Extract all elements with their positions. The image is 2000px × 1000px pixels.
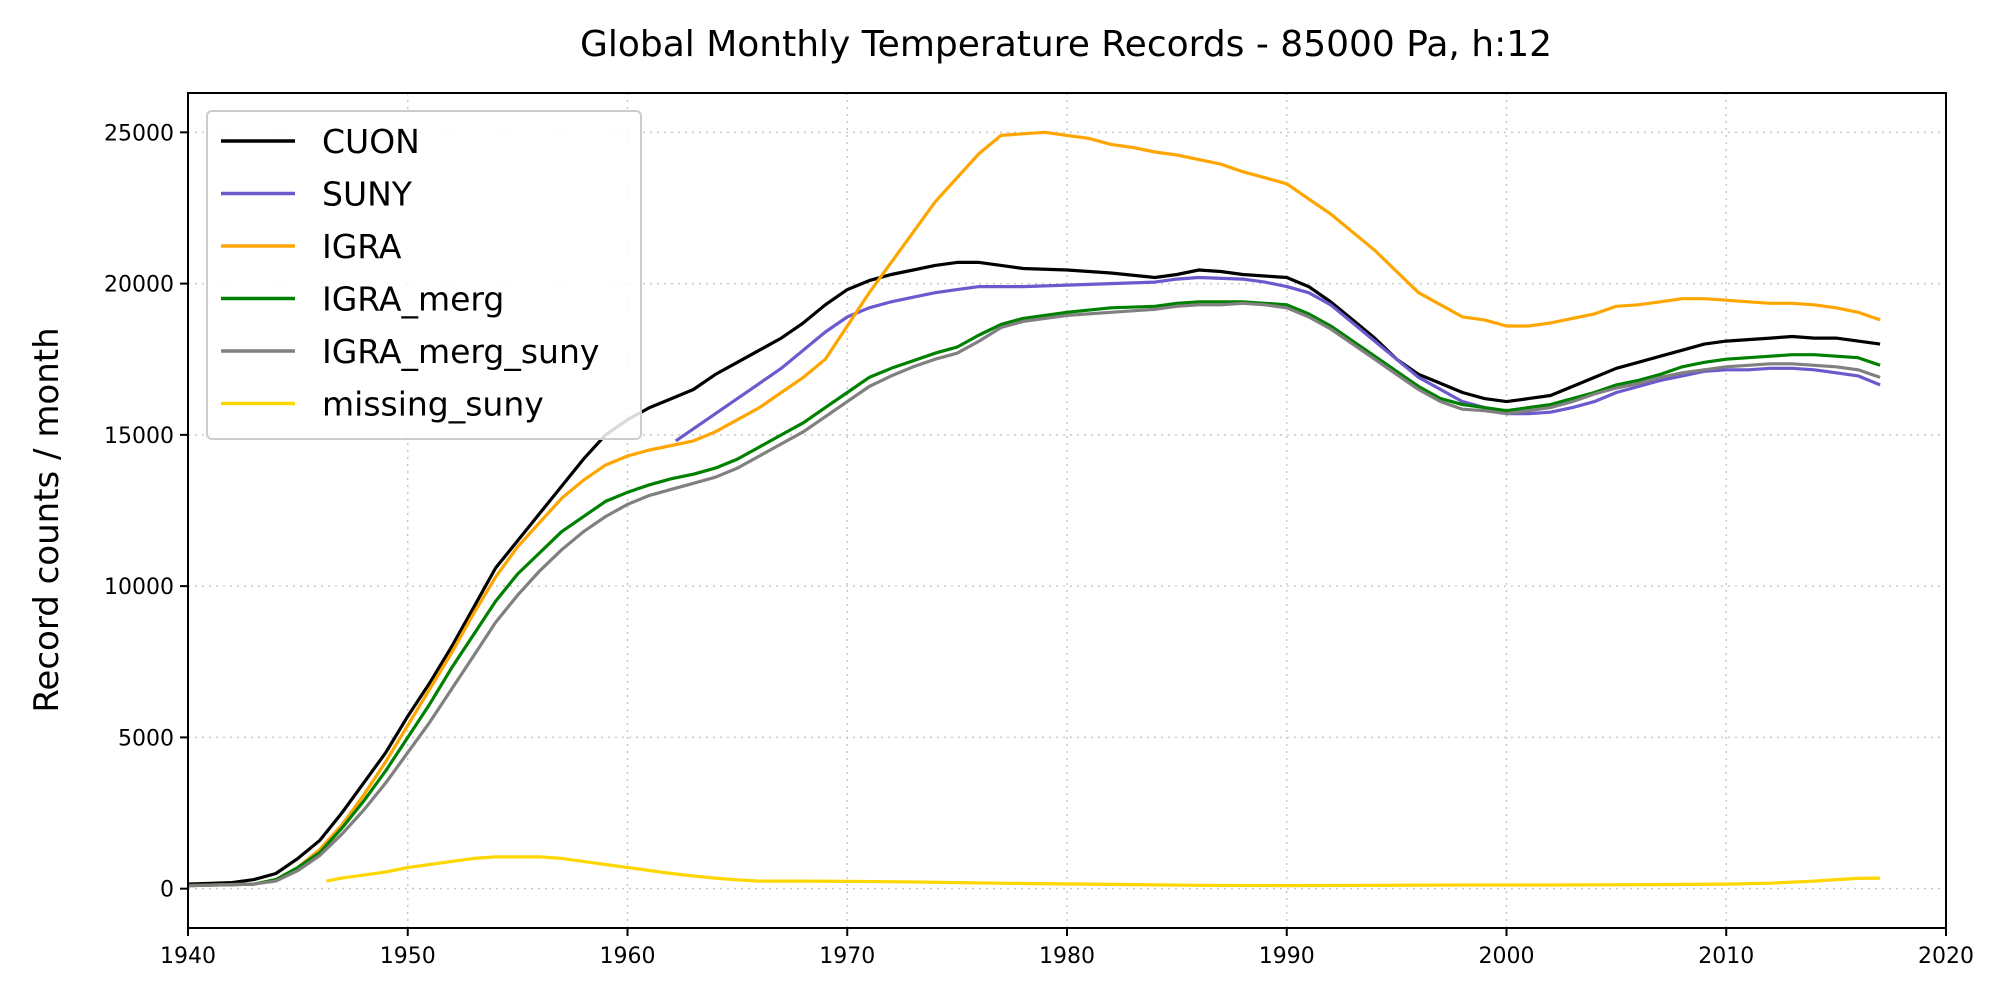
- legend-label: CUON: [322, 122, 420, 161]
- x-tick-label: 2020: [1918, 944, 1974, 969]
- y-tick-label: 0: [160, 878, 174, 903]
- series-line-igra-merg-suny: [187, 301, 1881, 888]
- x-tick-label: 1970: [819, 944, 875, 969]
- y-tick-label: 10000: [104, 575, 174, 600]
- series-line-suny: [674, 275, 1881, 443]
- legend: CUON SUNY IGRA IGRA_merg IGRA_merg_sunymissi…: [206, 110, 642, 440]
- tick-layer: 1940 1950 1960 1970 1980 1990 2000 2010 2020 0 500…: [104, 121, 1974, 969]
- y-tick-label: 15000: [104, 424, 174, 449]
- legend-label: IGRA_merg_suny: [322, 332, 599, 371]
- y-tick-label: 20000: [104, 273, 174, 298]
- legend-label: IGRA_merg: [322, 280, 504, 319]
- legend-box: [206, 110, 642, 440]
- series-line-igra-merg: [187, 300, 1881, 888]
- x-tick-label: 1940: [160, 944, 216, 969]
- series-line-cuon: [187, 260, 1881, 886]
- chart-title: Global Monthly Temperature Records - 850…: [580, 24, 1552, 65]
- x-tick-label: 2000: [1479, 944, 1535, 969]
- legend-label: SUNY: [322, 175, 413, 214]
- y-tick-label: 25000: [104, 121, 174, 146]
- series-layer: [187, 130, 1881, 888]
- x-tick-label: 1980: [1039, 944, 1095, 969]
- legend-label: IGRA: [322, 227, 402, 266]
- y-axis-label: Record counts / month: [27, 327, 67, 712]
- x-tick-label: 2010: [1698, 944, 1754, 969]
- x-tick-label: 1960: [600, 944, 656, 969]
- x-tick-label: 1950: [380, 944, 436, 969]
- series-line-igra: [187, 130, 1881, 888]
- x-tick-label: 1990: [1259, 944, 1315, 969]
- legend-label: missing_suny: [322, 385, 544, 424]
- y-tick-label: 5000: [118, 726, 174, 751]
- series-line-missing-suny: [326, 855, 1881, 888]
